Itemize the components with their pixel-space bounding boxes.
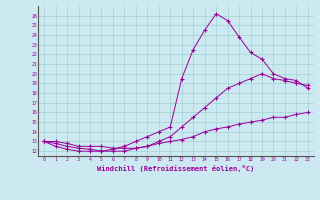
X-axis label: Windchill (Refroidissement éolien,°C): Windchill (Refroidissement éolien,°C) [97, 165, 255, 172]
